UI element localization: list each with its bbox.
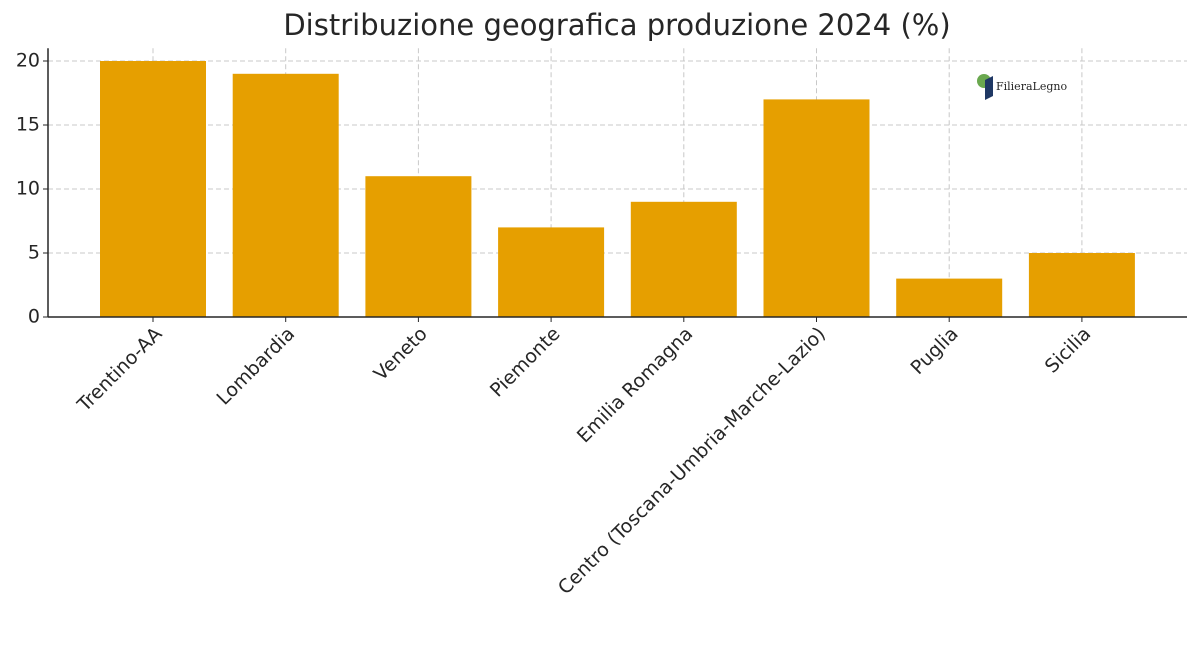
- y-tick-label: 0: [28, 306, 40, 328]
- bar: [763, 99, 870, 318]
- x-tick-label: Sicilia: [1041, 323, 1096, 378]
- bar: [498, 227, 605, 317]
- x-tick-label: Puglia: [906, 323, 962, 379]
- bar: [232, 73, 339, 317]
- y-tick-label: 15: [16, 114, 40, 136]
- x-tick-label: Piemonte: [486, 323, 565, 402]
- bar: [630, 201, 737, 317]
- y-tick-label: 10: [16, 178, 40, 200]
- logo: FilieraLegno: [977, 74, 1067, 100]
- x-tick-label: Emilia Romagna: [573, 323, 697, 447]
- x-tick-label: Veneto: [370, 323, 432, 385]
- bar: [100, 61, 206, 317]
- x-tick-label: Trentino-AA: [73, 323, 167, 417]
- bar: [896, 278, 1003, 317]
- y-tick-label: 5: [28, 242, 40, 264]
- y-tick-label: 20: [16, 50, 40, 72]
- logo-text: FilieraLegno: [996, 80, 1067, 93]
- chart-title: Distribuzione geografica produzione 2024…: [283, 8, 950, 42]
- logo-icon: [985, 76, 993, 100]
- x-tick-label: Centro (Toscana-Umbria-Marche-Lazio): [554, 323, 830, 599]
- bar: [1028, 253, 1135, 317]
- bar: [365, 176, 472, 317]
- x-tick-label: Lombardia: [212, 323, 299, 410]
